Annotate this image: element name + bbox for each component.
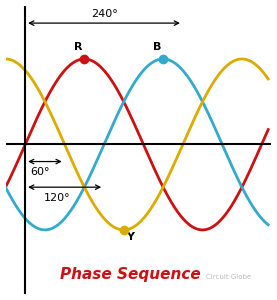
Text: Circuit Globe: Circuit Globe (206, 274, 251, 280)
Text: Phase Sequence: Phase Sequence (60, 268, 201, 283)
Text: 240°: 240° (91, 9, 117, 19)
Text: Y: Y (126, 232, 134, 242)
Text: R: R (74, 42, 82, 52)
Text: 60°: 60° (30, 167, 49, 177)
Text: B: B (153, 42, 161, 52)
Text: 120°: 120° (43, 193, 70, 203)
